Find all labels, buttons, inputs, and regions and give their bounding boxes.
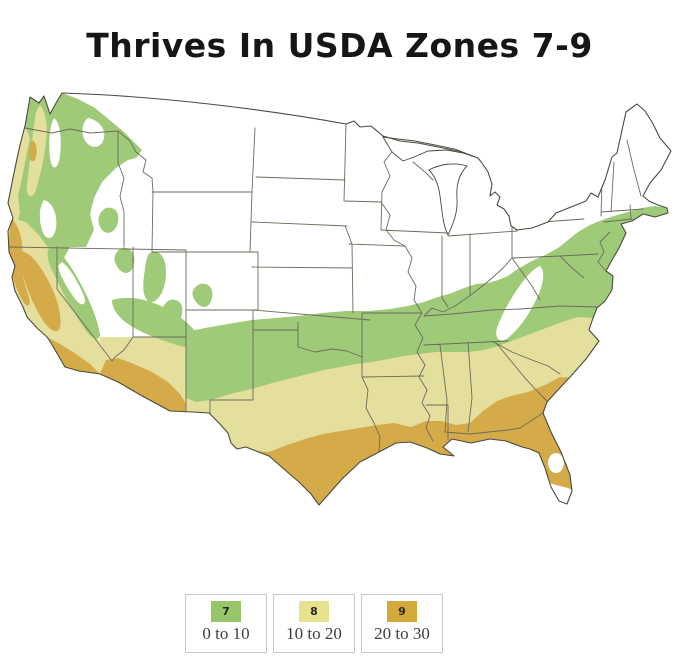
legend-item-zone7: 7 0 to 10 (185, 594, 267, 653)
legend-item-zone9: 9 20 to 30 (361, 594, 443, 653)
state-borders (8, 123, 644, 505)
puget-willamette-zone8 (26, 105, 47, 197)
us-outline (7, 92, 672, 506)
california-coast-zone9 (8, 220, 30, 306)
zone7-swatch: 7 (211, 601, 241, 622)
california-zone8-base (8, 218, 112, 374)
high-sierra-white (58, 262, 86, 305)
lake-okeechobee-white (548, 453, 564, 473)
arizona-zone9 (100, 358, 186, 412)
zone7-range-label: 0 to 10 (202, 624, 250, 643)
california-zone9 (8, 140, 100, 374)
legend-item-zone8: 8 10 to 20 (273, 594, 355, 653)
pnw-zone8-valleys (8, 105, 47, 247)
zone9-range-label: 20 to 30 (374, 624, 430, 643)
zone8-swatch: 8 (299, 601, 329, 622)
socal-zone9 (47, 337, 100, 374)
lake-michigan (428, 163, 468, 237)
legend: 7 0 to 10 8 10 to 20 9 20 to 30 (185, 594, 443, 653)
page-title: Thrives In USDA Zones 7-9 (86, 26, 593, 66)
willamette-zone9-spot (28, 140, 37, 162)
central-valley-zone9 (20, 251, 61, 332)
zone8-range-label: 10 to 20 (286, 624, 342, 643)
great-basin-zone7-patches (98, 207, 213, 325)
oregon-coast-zone8 (8, 126, 30, 247)
zone9-swatch: 9 (387, 601, 417, 622)
